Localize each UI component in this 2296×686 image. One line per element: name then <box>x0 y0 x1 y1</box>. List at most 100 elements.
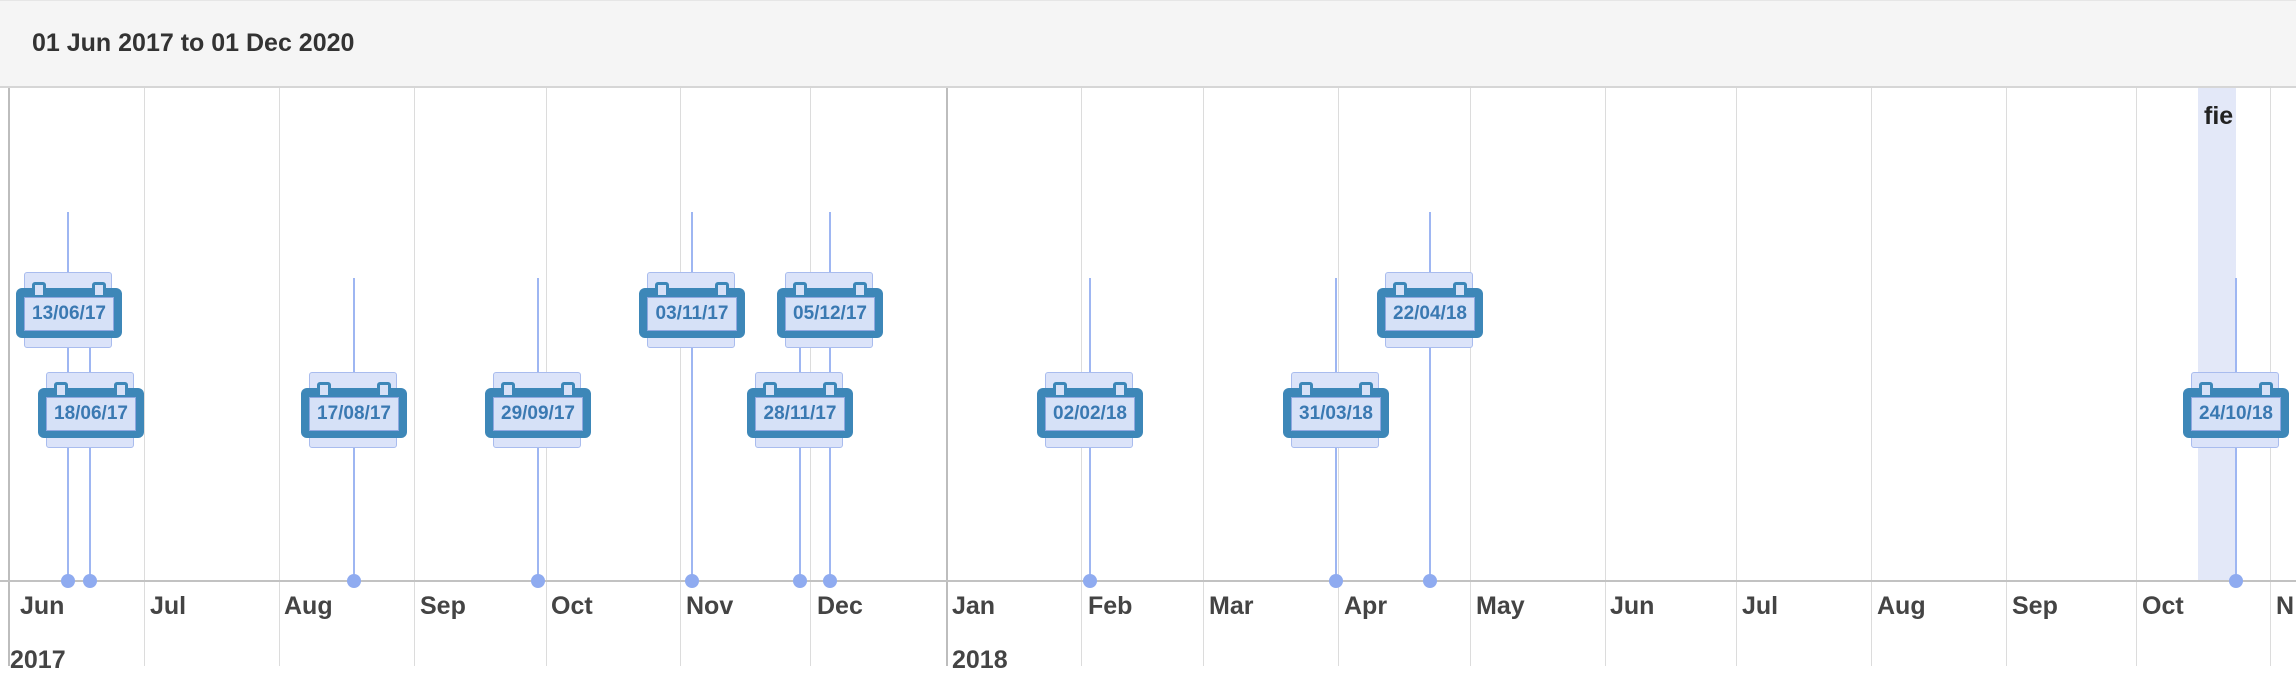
event-dot[interactable] <box>1083 574 1097 588</box>
event-marker[interactable]: 31/03/18 <box>1283 372 1389 448</box>
gridline-oct-2018 <box>2136 88 2137 666</box>
gridline-nov <box>680 88 681 666</box>
calendar-ring-icon <box>1393 282 1407 298</box>
month-label: Jun <box>20 592 65 620</box>
event-dot[interactable] <box>1423 574 1437 588</box>
event-date: 02/02/18 <box>1053 403 1127 424</box>
calendar-ring-icon <box>1359 382 1373 398</box>
calendar-face <box>309 397 399 431</box>
gridline-aug <box>279 88 280 666</box>
month-label: Feb <box>1088 592 1133 620</box>
calendar-ring-icon <box>92 282 106 298</box>
calendar-ring-icon <box>377 382 391 398</box>
event-marker[interactable]: 02/02/18 <box>1037 372 1143 448</box>
month-label: Dec <box>817 592 863 620</box>
calendar-ring-icon <box>1299 382 1313 398</box>
calendar-face <box>1385 297 1475 331</box>
calendar-face <box>46 397 136 431</box>
month-label: N <box>2276 592 2295 620</box>
event-marker[interactable]: 28/11/17 <box>747 372 853 448</box>
calendar-face <box>755 397 845 431</box>
calendar-ring-icon <box>1053 382 1067 398</box>
event-marker[interactable]: 05/12/17 <box>777 272 883 348</box>
month-label: May <box>1476 592 1525 620</box>
gridline-jan-2018 <box>946 88 948 666</box>
calendar-face <box>785 297 875 331</box>
time-axis <box>0 580 2296 582</box>
event-stem <box>691 212 693 580</box>
event-date: 13/06/17 <box>32 303 106 324</box>
event-marker[interactable]: 29/09/17 <box>485 372 591 448</box>
event-dot[interactable] <box>531 574 545 588</box>
month-label: Jul <box>1742 592 1779 620</box>
calendar-ring-icon <box>1453 282 1467 298</box>
event-dot[interactable] <box>61 574 75 588</box>
calendar-face <box>24 297 114 331</box>
event-marker[interactable]: 03/11/17 <box>639 272 745 348</box>
gridline-sep-2018 <box>2006 88 2007 666</box>
event-marker[interactable]: 24/10/18 <box>2183 372 2289 448</box>
event-dot[interactable] <box>823 574 837 588</box>
event-date: 24/10/18 <box>2199 403 2273 424</box>
calendar-ring-icon <box>763 382 777 398</box>
event-dot[interactable] <box>1329 574 1343 588</box>
calendar-ring-icon <box>561 382 575 398</box>
event-date: 31/03/18 <box>1299 403 1373 424</box>
highlight-band-label: fie <box>2204 102 2234 130</box>
year-label-2017: 2017 <box>10 646 66 674</box>
event-stem <box>1429 212 1431 580</box>
month-label: Apr <box>1344 592 1388 620</box>
event-dot[interactable] <box>685 574 699 588</box>
event-marker[interactable]: 22/04/18 <box>1377 272 1483 348</box>
calendar-face <box>493 397 583 431</box>
highlight-band[interactable] <box>2198 88 2236 580</box>
calendar-ring-icon <box>1113 382 1127 398</box>
event-marker[interactable]: 17/08/17 <box>301 372 407 448</box>
month-label: Jul <box>150 592 187 620</box>
event-dot[interactable] <box>2229 574 2243 588</box>
gridline-aug-2018 <box>1871 88 1872 666</box>
event-date: 18/06/17 <box>54 403 128 424</box>
timeline-canvas[interactable]: fie Jun Jul Aug Sep Oct Nov Dec Jan Feb … <box>0 88 2296 686</box>
month-label: Aug <box>284 592 333 620</box>
gridline-jun <box>1605 88 1606 666</box>
month-label: Sep <box>420 592 466 620</box>
calendar-ring-icon <box>54 382 68 398</box>
event-date: 17/08/17 <box>317 403 391 424</box>
gridline-mar <box>1203 88 1204 666</box>
event-date: 28/11/17 <box>763 403 837 424</box>
calendar-ring-icon <box>317 382 331 398</box>
event-date: 22/04/18 <box>1393 303 1467 324</box>
calendar-ring-icon <box>823 382 837 398</box>
gridline-jun-2017 <box>8 88 10 666</box>
event-dot[interactable] <box>347 574 361 588</box>
calendar-face <box>647 297 737 331</box>
calendar-ring-icon <box>501 382 515 398</box>
month-label: Mar <box>1209 592 1254 620</box>
calendar-ring-icon <box>2199 382 2213 398</box>
event-marker[interactable]: 18/06/17 <box>38 372 144 448</box>
month-label: Oct <box>2142 592 2184 620</box>
date-range-title: 01 Jun 2017 to 01 Dec 2020 <box>32 29 355 57</box>
calendar-ring-icon <box>32 282 46 298</box>
year-label-2018: 2018 <box>952 646 1008 674</box>
gridline-sep <box>414 88 415 666</box>
event-date: 29/09/17 <box>501 403 575 424</box>
event-date: 03/11/17 <box>655 303 729 324</box>
calendar-ring-icon <box>114 382 128 398</box>
month-label: Jun <box>1610 592 1655 620</box>
event-dot[interactable] <box>793 574 807 588</box>
calendar-ring-icon <box>793 282 807 298</box>
month-label: Aug <box>1877 592 1926 620</box>
timeline-header: 01 Jun 2017 to 01 Dec 2020 <box>0 0 2296 88</box>
calendar-face <box>1045 397 1135 431</box>
month-label: Nov <box>686 592 734 620</box>
event-date: 05/12/17 <box>793 303 867 324</box>
month-label: Oct <box>551 592 593 620</box>
month-label: Sep <box>2012 592 2058 620</box>
gridline-may <box>1470 88 1471 666</box>
event-marker[interactable]: 13/06/17 <box>16 272 122 348</box>
calendar-ring-icon <box>715 282 729 298</box>
calendar-ring-icon <box>2259 382 2273 398</box>
event-dot[interactable] <box>83 574 97 588</box>
